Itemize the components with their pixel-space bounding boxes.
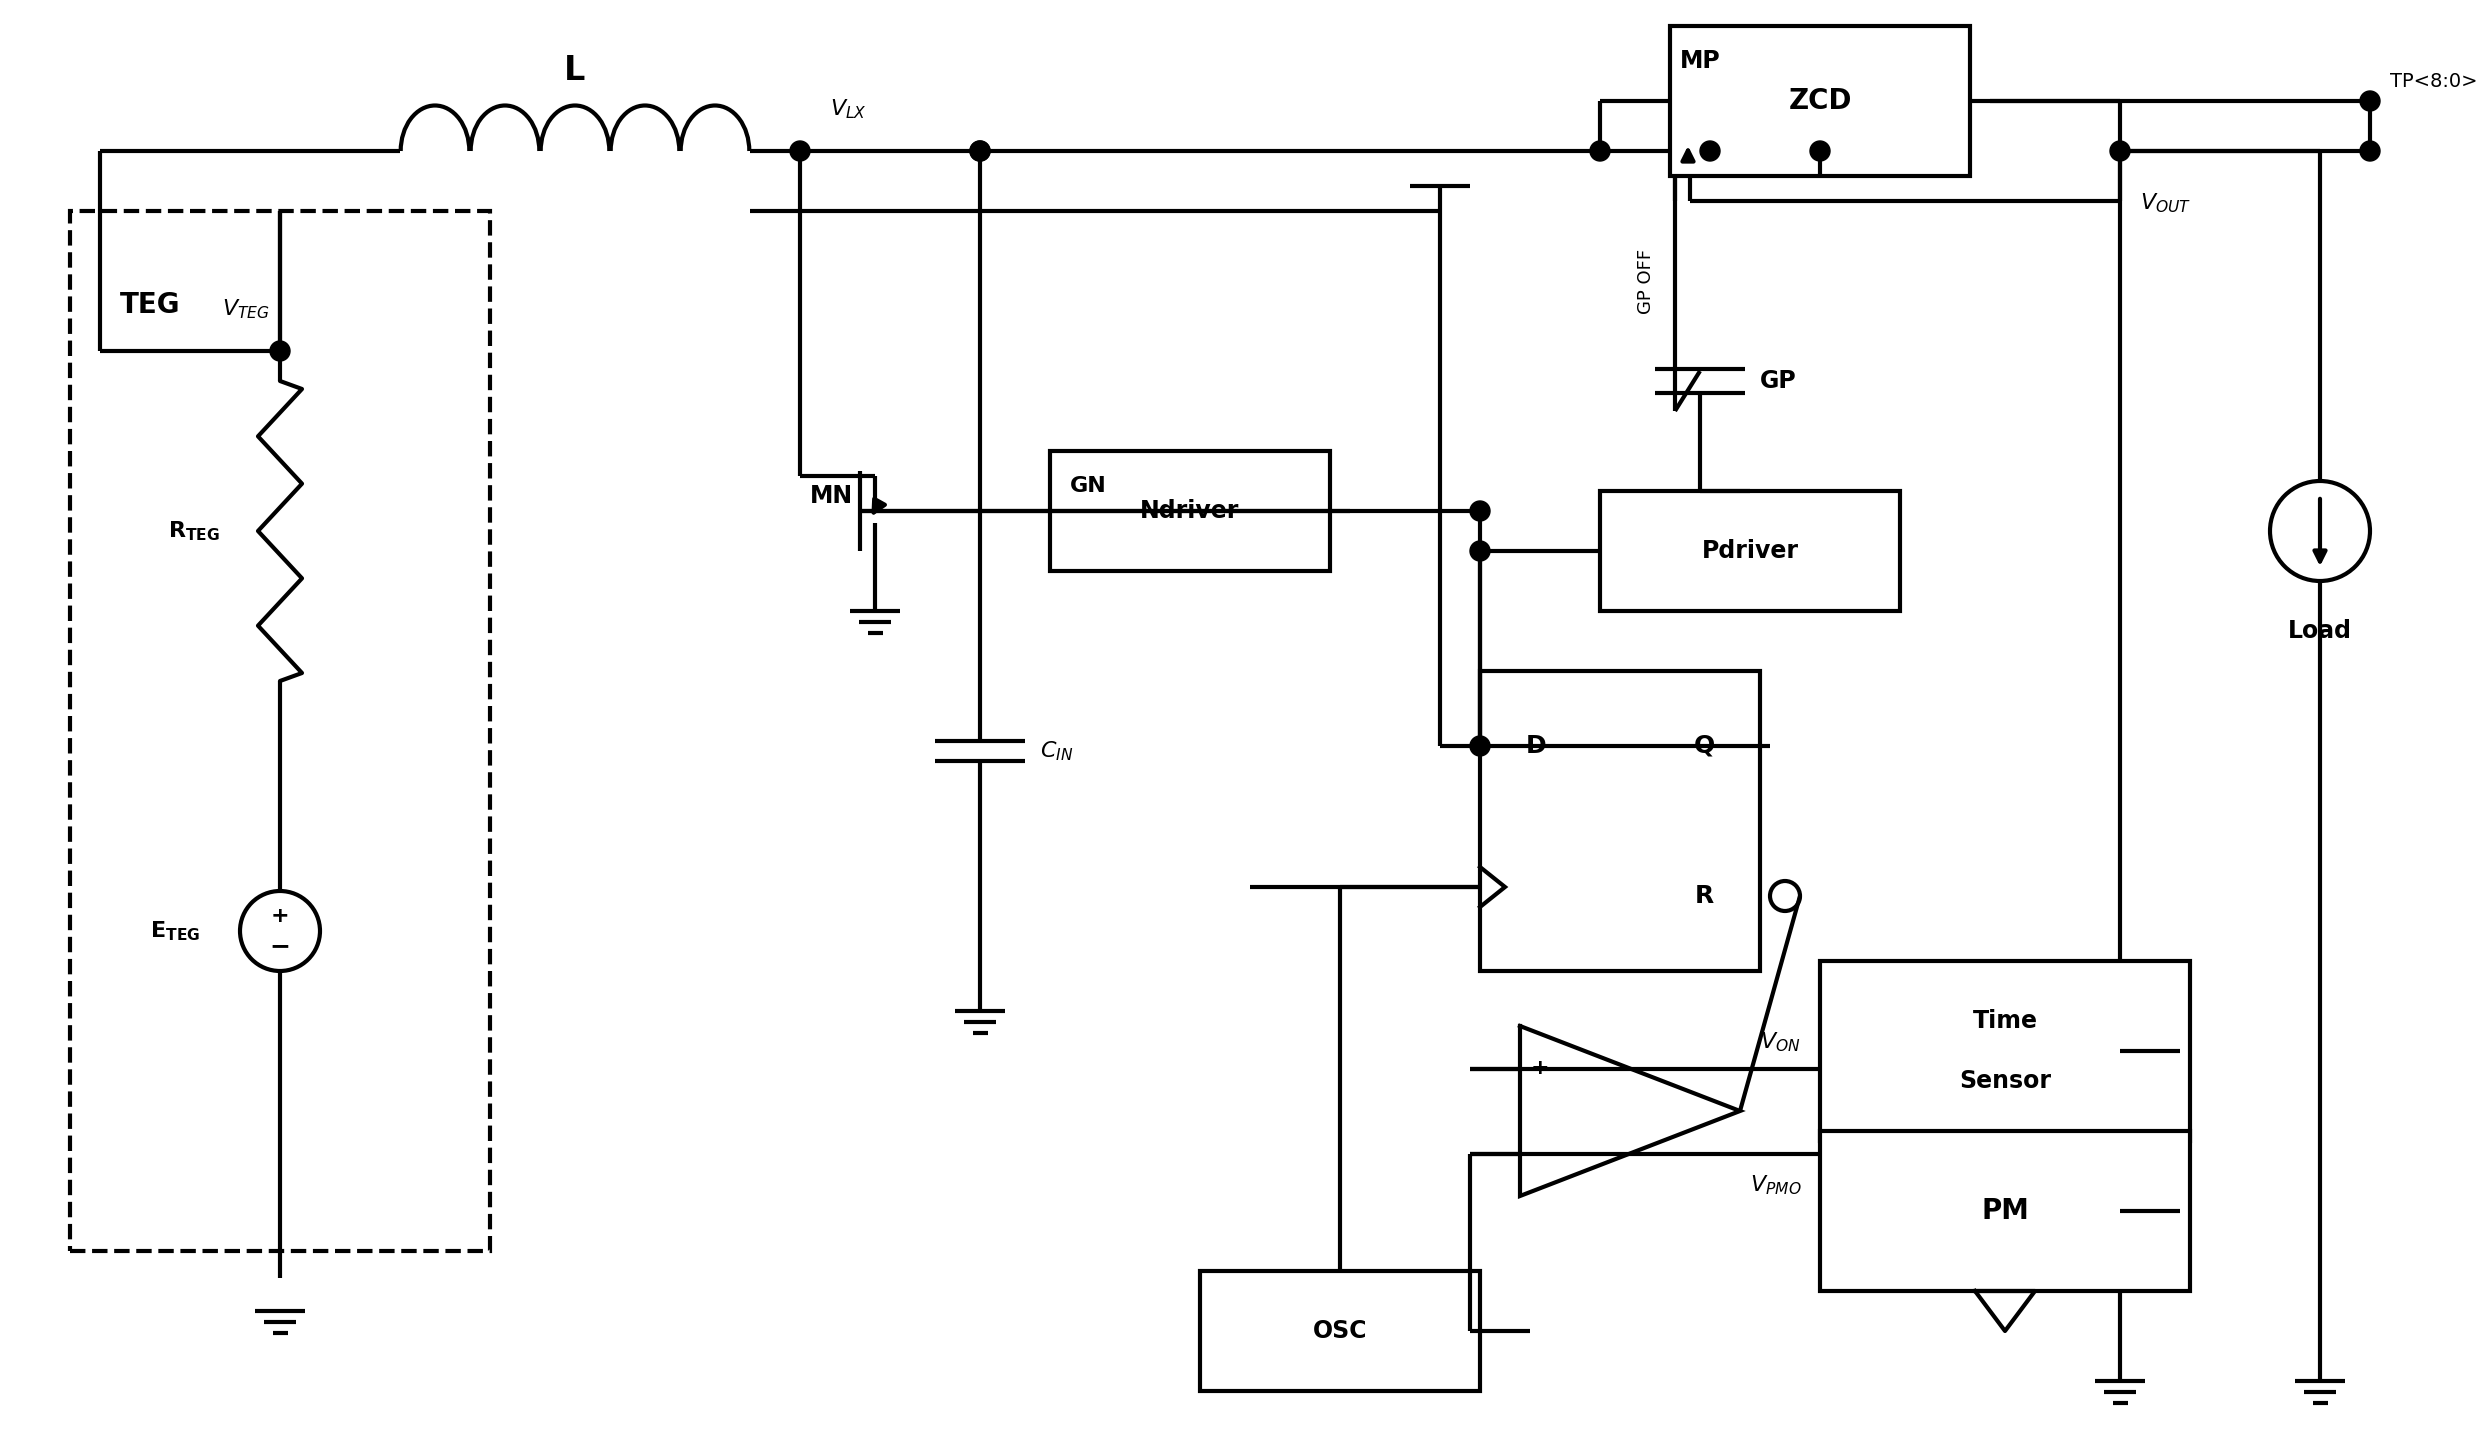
- Bar: [1669, 26, 1970, 176]
- Text: TP<8:0>: TP<8:0>: [2390, 72, 2477, 92]
- Text: Load: Load: [2288, 620, 2353, 643]
- Circle shape: [791, 142, 811, 162]
- Circle shape: [970, 142, 990, 162]
- Text: Ndriver: Ndriver: [1142, 499, 1239, 522]
- Circle shape: [970, 142, 990, 162]
- Text: +: +: [271, 906, 288, 926]
- Bar: [1820, 1130, 2191, 1291]
- Bar: [1480, 671, 1761, 972]
- Text: $V_{PMO}$: $V_{PMO}$: [1751, 1173, 1801, 1198]
- Text: $V_{ON}$: $V_{ON}$: [1761, 1030, 1801, 1053]
- Text: R: R: [1694, 884, 1714, 909]
- Text: $V_{LX}$: $V_{LX}$: [831, 97, 868, 122]
- Text: −: −: [1530, 1142, 1549, 1165]
- Circle shape: [1470, 736, 1490, 756]
- Circle shape: [2360, 92, 2380, 112]
- Text: L: L: [565, 54, 584, 87]
- Circle shape: [1701, 142, 1721, 162]
- Text: $\mathbf{R_{TEG}}$: $\mathbf{R_{TEG}}$: [167, 519, 219, 542]
- Bar: [1599, 491, 1900, 611]
- Circle shape: [1470, 541, 1490, 561]
- Bar: [70, 210, 490, 1251]
- Circle shape: [2109, 142, 2129, 162]
- Circle shape: [271, 341, 291, 361]
- Text: Time: Time: [1972, 1009, 2037, 1033]
- Text: $\mathbf{E_{TEG}}$: $\mathbf{E_{TEG}}$: [149, 919, 199, 943]
- Text: +: +: [1530, 1059, 1549, 1079]
- Text: $V_{TEG}$: $V_{TEG}$: [221, 298, 271, 321]
- Text: −: −: [269, 934, 291, 957]
- Text: $V_{OUT}$: $V_{OUT}$: [2139, 190, 2191, 215]
- Bar: [1201, 1271, 1480, 1391]
- Circle shape: [1811, 142, 1830, 162]
- Text: MN: MN: [811, 484, 853, 508]
- Text: MP: MP: [1679, 49, 1721, 73]
- Circle shape: [1470, 501, 1490, 521]
- Text: TEG: TEG: [119, 290, 182, 319]
- Text: PM: PM: [1982, 1196, 2029, 1225]
- Text: D: D: [1525, 734, 1547, 758]
- Text: OSC: OSC: [1313, 1319, 1368, 1344]
- Text: Q: Q: [1694, 734, 1714, 758]
- Text: Sensor: Sensor: [1960, 1069, 2052, 1093]
- Text: GP OFF: GP OFF: [1636, 249, 1654, 313]
- Bar: [1050, 451, 1331, 571]
- Circle shape: [2360, 142, 2380, 162]
- Text: ZCD: ZCD: [1788, 87, 1853, 114]
- Bar: [1820, 962, 2191, 1141]
- Text: Pdriver: Pdriver: [1701, 539, 1798, 562]
- Text: GN: GN: [1069, 477, 1107, 497]
- Text: GP: GP: [1761, 369, 1796, 394]
- Text: $C_{IN}$: $C_{IN}$: [1040, 740, 1074, 763]
- Circle shape: [1589, 142, 1609, 162]
